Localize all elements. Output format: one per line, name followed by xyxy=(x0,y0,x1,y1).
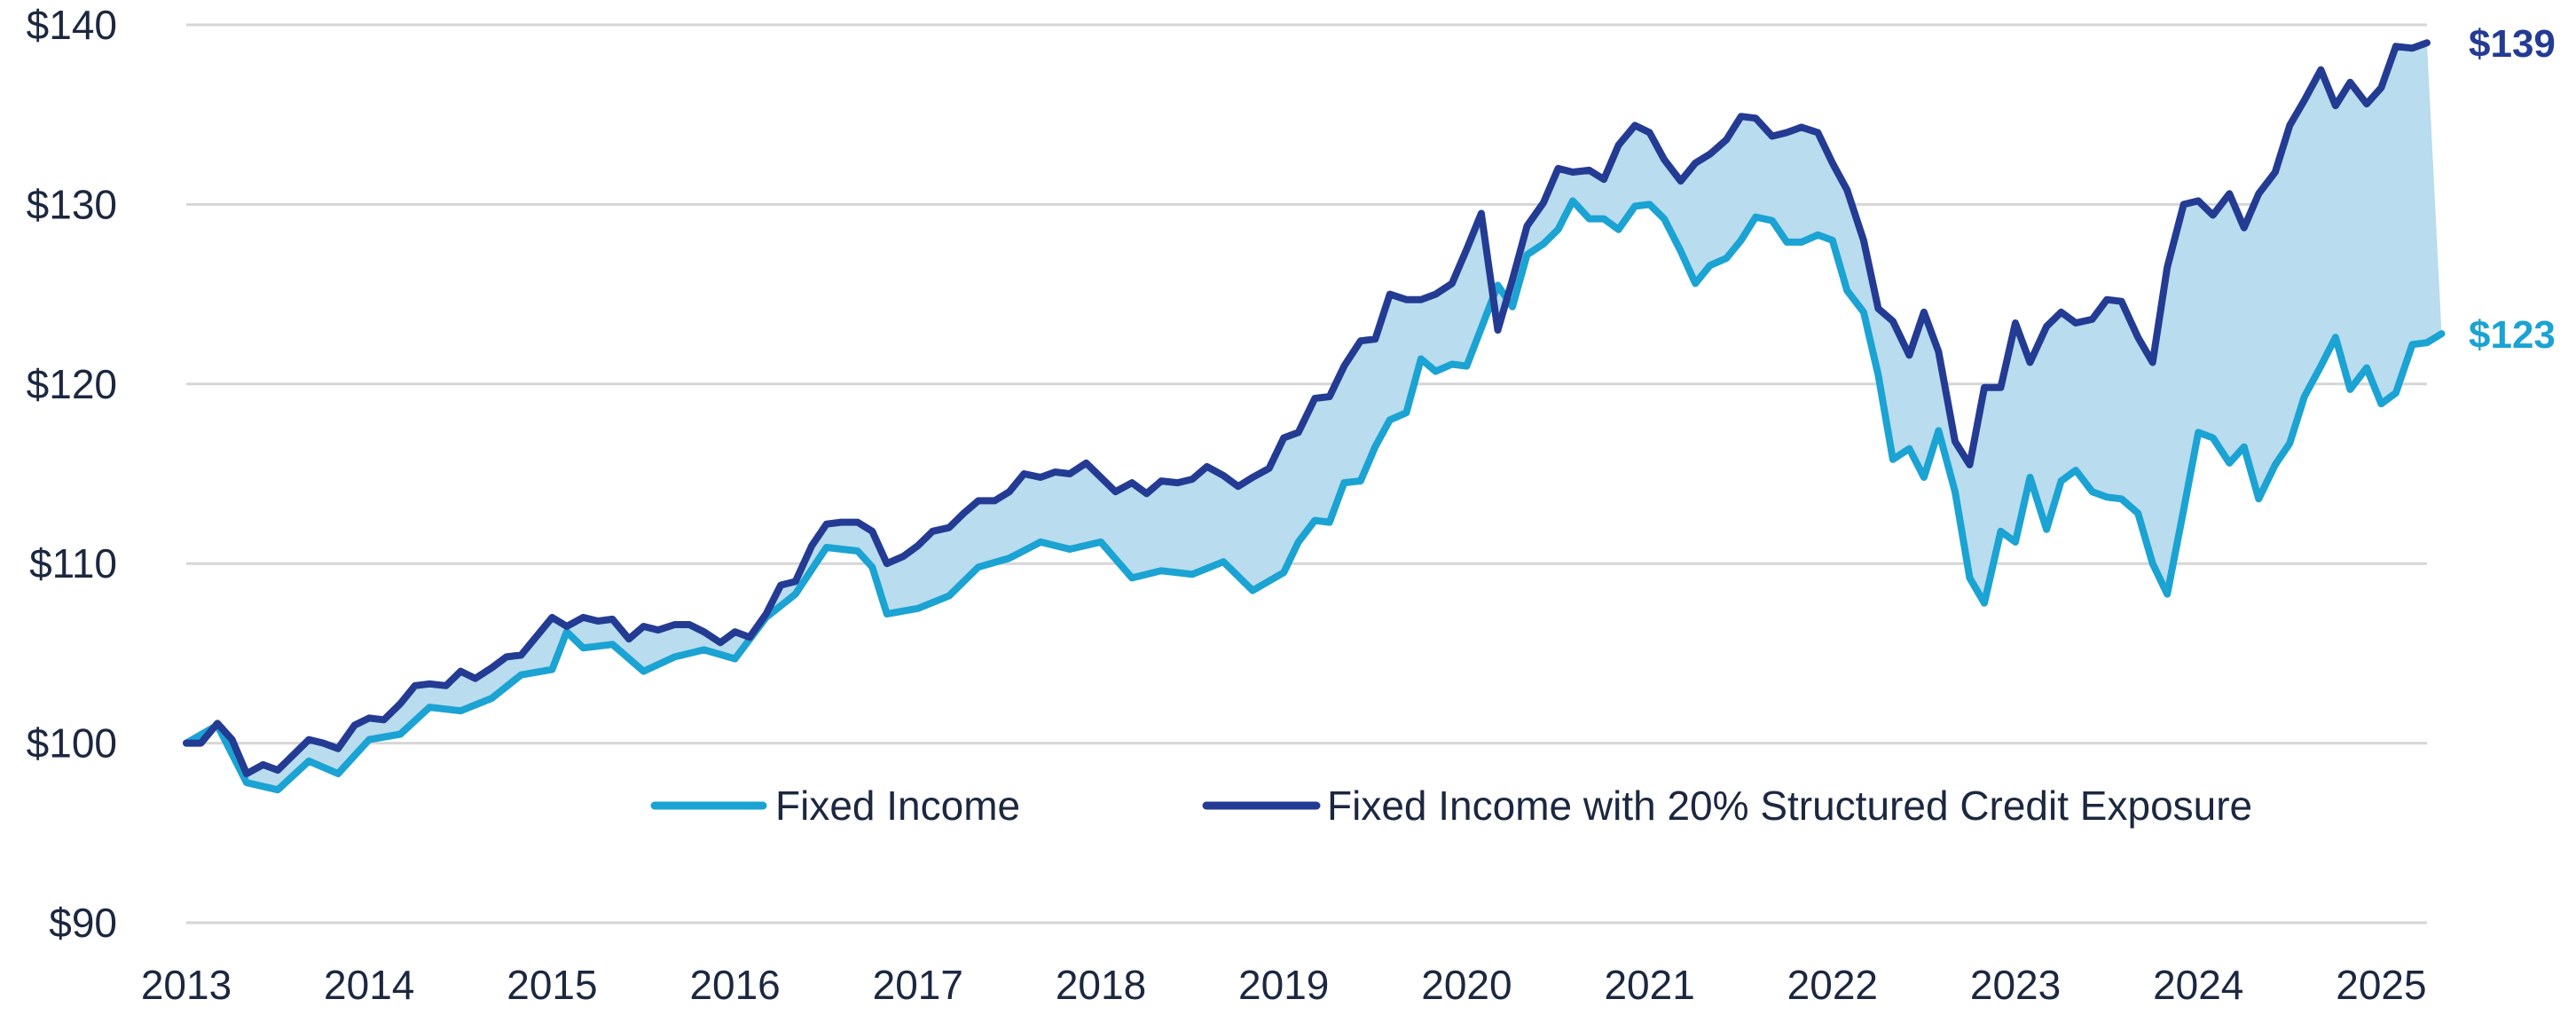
series-lines xyxy=(183,39,2446,794)
legend-label-fixed-income: Fixed Income xyxy=(775,783,1020,829)
x-tick-label: 2020 xyxy=(1421,962,1512,1008)
x-tick-label: 2024 xyxy=(2153,962,2243,1008)
end-label-fixed-income: $123 xyxy=(2469,313,2556,357)
gridlines xyxy=(186,23,2427,925)
x-tick-label: 2016 xyxy=(689,962,780,1008)
y-tick-label: $140 xyxy=(27,2,117,48)
x-tick-label: 2014 xyxy=(324,962,414,1008)
x-tick-label: 2021 xyxy=(1604,962,1694,1008)
x-tick-label: 2019 xyxy=(1238,962,1329,1008)
y-tick-label: $120 xyxy=(27,361,117,407)
x-tick-label: 2018 xyxy=(1056,962,1146,1008)
series-line-fixed-income xyxy=(183,197,2446,794)
x-tick-label: 2017 xyxy=(873,962,963,1008)
spread-area xyxy=(186,43,2442,791)
x-tick-label: 2022 xyxy=(1787,962,1878,1008)
y-tick-label: $90 xyxy=(49,900,117,946)
spread-fill xyxy=(186,43,2442,791)
legend: Fixed Income Fixed Income with 20% Struc… xyxy=(650,783,2252,829)
x-tick-label: 2025 xyxy=(2336,962,2426,1008)
x-tick-label: 2023 xyxy=(1970,962,2061,1008)
x-axis-ticks: 2013 2014 2015 2016 2017 2018 2019 2020 2021 2022… xyxy=(141,962,2427,1008)
y-tick-label: $100 xyxy=(27,720,117,767)
x-tick-label: 2015 xyxy=(507,962,597,1008)
x-tick-label: 2013 xyxy=(141,962,232,1008)
y-tick-label: $130 xyxy=(27,181,117,227)
end-label-structured-credit: $139 xyxy=(2469,22,2556,66)
y-axis-ticks: $90 $100 $110 $120 $130 $140 xyxy=(27,2,117,946)
series-line-structured-credit xyxy=(183,39,2431,777)
y-tick-label: $110 xyxy=(29,540,117,586)
end-labels: $123 $139 xyxy=(2469,22,2556,357)
legend-label-structured-credit: Fixed Income with 20% Structured Credit … xyxy=(1327,783,2252,829)
